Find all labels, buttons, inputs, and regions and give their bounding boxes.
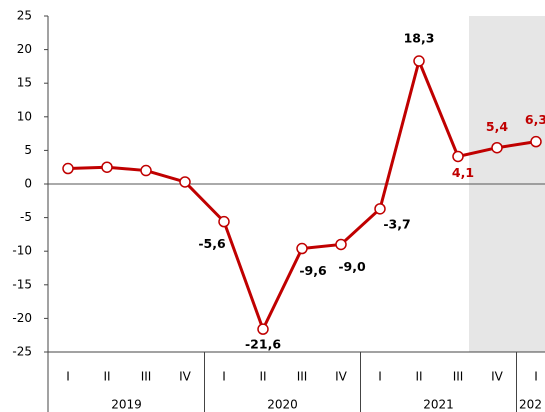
data-label: -5,6 <box>198 236 226 251</box>
x-tick-label: III <box>297 370 308 384</box>
y-tick-label: 0 <box>24 177 32 191</box>
marker <box>62 162 74 175</box>
x-tick-label: II <box>259 370 266 384</box>
y-tick-label: 20 <box>17 42 32 56</box>
x-tick-label: III <box>141 370 152 384</box>
line <box>67 56 537 334</box>
marker <box>452 150 464 163</box>
group-label: 2021 <box>423 398 454 412</box>
y-tick-label: 25 <box>17 9 32 23</box>
x-tick-label: II <box>415 370 422 384</box>
marker <box>140 164 152 177</box>
y-tick-label: 15 <box>17 76 32 90</box>
y-tick-label: -10 <box>12 244 32 258</box>
x-tick-label: IV <box>335 370 348 384</box>
y-tick-label: -25 <box>12 345 32 359</box>
marker <box>101 161 113 173</box>
data-label: -3,7 <box>383 216 410 231</box>
data-label: 18,3 <box>404 31 435 46</box>
group-label: 2019 <box>111 398 142 412</box>
marker <box>335 238 347 251</box>
data-label: -9,0 <box>338 259 366 274</box>
x-tick-label: I <box>66 370 70 384</box>
marker <box>413 55 425 67</box>
marker <box>179 176 191 188</box>
data-label: -21,6 <box>245 337 281 352</box>
y-tick-label: 10 <box>17 109 32 123</box>
marker <box>296 242 308 255</box>
y-tick-label: -5 <box>20 210 32 224</box>
x-tick-label: I <box>222 370 226 384</box>
data-label: -9,6 <box>299 263 327 278</box>
data-label: 5,4 <box>486 119 508 134</box>
group-label: 2020 <box>267 398 298 412</box>
group-label: 202 <box>519 398 542 412</box>
y-tick-label: -20 <box>12 311 32 325</box>
marker <box>530 135 542 148</box>
data-label: 4,1 <box>452 165 474 180</box>
x-tick-label: III <box>453 370 464 384</box>
data-label: 6,3 <box>525 112 545 127</box>
y-tick-label: -15 <box>12 277 32 291</box>
x-tick-label: I <box>534 370 538 384</box>
marker <box>257 323 269 335</box>
x-tick-label: II <box>103 370 110 384</box>
x-tick-label: IV <box>179 370 192 384</box>
y-tick-label: 5 <box>24 143 32 157</box>
x-tick-label: I <box>378 370 382 384</box>
marker <box>218 215 230 228</box>
x-tick-label: IV <box>491 370 504 384</box>
marker <box>491 141 503 154</box>
marker <box>374 203 386 215</box>
